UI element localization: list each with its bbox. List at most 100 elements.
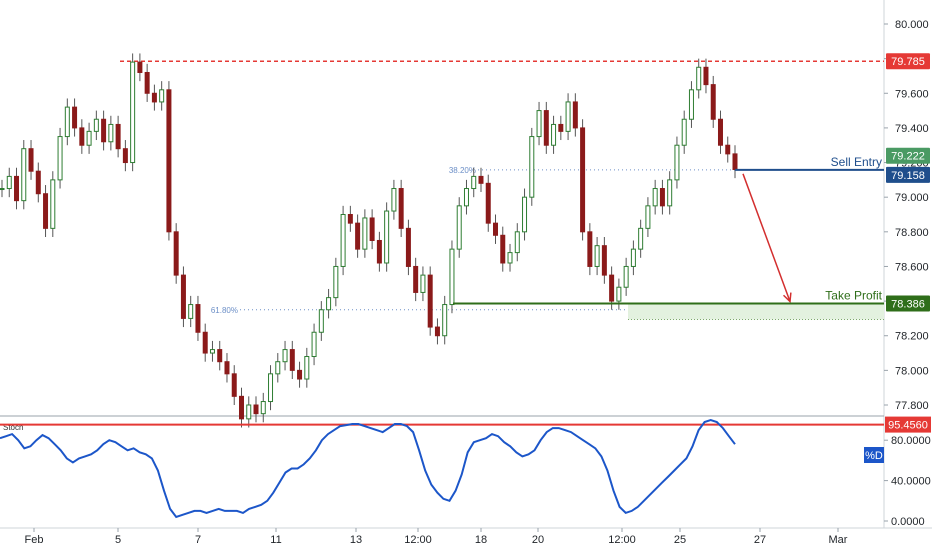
price-candles xyxy=(0,53,738,428)
candle-body xyxy=(616,286,622,302)
candle-body xyxy=(659,188,665,207)
candle-body xyxy=(369,217,375,241)
candle-body xyxy=(434,326,440,337)
sell-entry-label: Sell Entry xyxy=(831,155,882,169)
stochastic-line xyxy=(0,418,736,519)
candle-body xyxy=(449,248,455,306)
candle-body xyxy=(275,361,281,375)
candle-body xyxy=(166,89,172,233)
candle-body xyxy=(101,118,107,143)
candle-body xyxy=(681,118,687,146)
price-badge-text: 79.158 xyxy=(891,170,925,182)
candle-body xyxy=(732,153,738,170)
candle-body xyxy=(50,179,56,229)
candle-body xyxy=(667,179,673,207)
candle-body xyxy=(108,123,114,143)
candle-body xyxy=(326,297,332,311)
candle-body xyxy=(355,222,361,250)
time-tick-label: 13 xyxy=(350,534,362,546)
fib-level-label: 61.80% xyxy=(211,306,238,315)
candle-body xyxy=(485,182,491,224)
time-tick-label: 7 xyxy=(195,534,201,546)
candle-body xyxy=(159,89,165,103)
stoch-tick-label: 0.0000 xyxy=(891,516,925,528)
price-tick-label: 77.800 xyxy=(895,400,929,412)
candle-body xyxy=(565,101,571,132)
time-tick-label: 12:00 xyxy=(404,534,432,546)
time-tick-label: 18 xyxy=(475,534,487,546)
price-tick-label: 79.000 xyxy=(895,192,929,204)
candle-body xyxy=(645,205,651,229)
time-tick-label: Feb xyxy=(25,534,44,546)
candle-body xyxy=(209,349,215,354)
stoch-title: Stoch xyxy=(3,423,23,432)
stoch-series-badge xyxy=(864,447,884,463)
candle-body xyxy=(703,66,709,86)
take-profit-label: Take Profit xyxy=(825,289,882,303)
candle-body xyxy=(282,349,288,363)
price-tick-label: 79.400 xyxy=(895,123,929,135)
stoch-tick-label: 40.0000 xyxy=(891,476,931,488)
down-arrow-head xyxy=(783,292,792,304)
candle-body xyxy=(86,130,92,146)
price-tick-label: 78.800 xyxy=(895,227,929,239)
candle-body xyxy=(493,222,499,236)
horizontal-lines: 38.20% 61.80% xyxy=(120,60,884,315)
candle-body xyxy=(405,227,411,267)
price-tick-label: 78.200 xyxy=(895,331,929,343)
candle-body xyxy=(115,123,121,150)
candle-body xyxy=(674,144,680,181)
candle-body xyxy=(543,110,549,146)
candle-body xyxy=(638,227,644,250)
candle-body xyxy=(551,123,557,146)
candle-body xyxy=(6,175,12,190)
down-arrow-shaft xyxy=(742,173,791,302)
candle-body xyxy=(413,265,419,293)
candle-body xyxy=(623,265,629,288)
candle-body xyxy=(253,404,259,415)
price-badge-text: 78.386 xyxy=(891,299,925,311)
candle-body xyxy=(57,136,63,181)
candle-body xyxy=(122,148,128,164)
candle-body xyxy=(478,175,484,184)
stoch-level-badge xyxy=(885,416,931,433)
candle-body xyxy=(64,106,70,138)
candle-body xyxy=(217,349,223,363)
candle-body xyxy=(137,61,143,73)
candle-body xyxy=(268,373,274,403)
take-profit-shade xyxy=(628,303,884,320)
time-tick-label: 20 xyxy=(532,534,544,546)
time-tick-label: 11 xyxy=(270,534,281,546)
candle-body xyxy=(514,231,520,254)
candle-body xyxy=(180,274,186,319)
candle-body xyxy=(536,110,542,138)
candle-body xyxy=(246,404,252,420)
candle-body xyxy=(471,175,477,190)
take-profit-zone xyxy=(628,303,884,321)
candle-body xyxy=(594,245,600,267)
candle-body xyxy=(340,214,346,267)
candle-body xyxy=(224,361,230,375)
candle-body xyxy=(318,309,324,333)
annotations: Sell Entry Take Profit xyxy=(453,155,884,305)
candle-body xyxy=(188,304,194,319)
candle-body xyxy=(362,217,368,250)
stoch-series-badge-text: %D xyxy=(865,450,883,462)
time-tick-label: 12:00 xyxy=(608,534,636,546)
time-axis-ticks: Feb 5 7 11 13 12:00 18 20 12:00 25 27 Mar xyxy=(25,528,848,546)
fib-level-label: 38.20% xyxy=(449,166,476,175)
time-tick-label: 25 xyxy=(674,534,686,546)
candle-body xyxy=(391,188,397,212)
candle-body xyxy=(456,205,462,250)
candle-body xyxy=(304,356,310,380)
candle-body xyxy=(260,401,266,415)
candle-body xyxy=(28,148,34,172)
time-tick-label: Mar xyxy=(829,534,848,546)
price-badge-text: 79.222 xyxy=(891,151,925,163)
stoch-series-label: %D xyxy=(864,447,884,463)
candle-body xyxy=(43,193,49,229)
candle-body xyxy=(630,248,636,267)
candle-body xyxy=(173,231,179,276)
candle-body xyxy=(529,136,535,198)
